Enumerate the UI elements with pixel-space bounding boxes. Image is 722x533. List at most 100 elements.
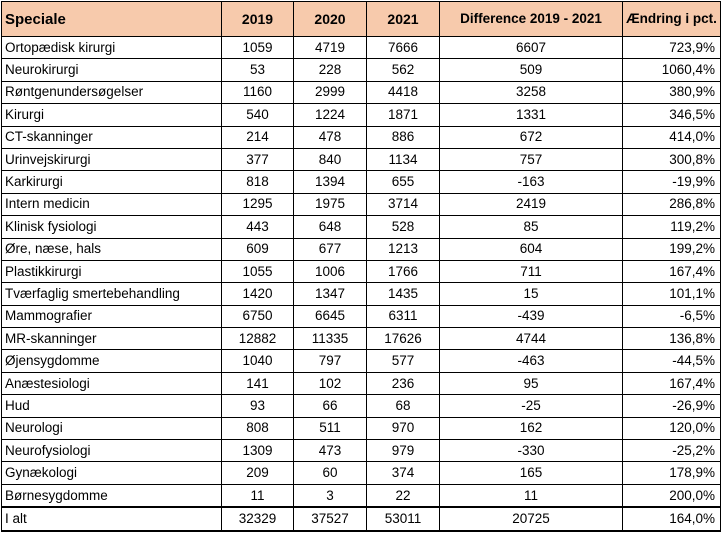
cell-change-pct: 380,9% <box>622 80 721 105</box>
cell-difference: 95 <box>439 371 623 396</box>
cell-2020: 840 <box>293 147 367 172</box>
cell-difference: -25 <box>439 394 623 418</box>
cell-change-pct: -25,2% <box>622 439 721 463</box>
cell-change-pct: 300,8% <box>622 147 721 172</box>
table-row: Mammografier 6750 6645 6311 -439 -6,5% <box>1 304 721 329</box>
cell-2021: 236 <box>366 371 440 396</box>
cell-speciale: Ortopædisk kirurgi <box>1 35 222 60</box>
cell-2021: 1871 <box>366 103 440 127</box>
table-row: Anæstesiologi 141 102 236 95 167,4% <box>1 371 721 396</box>
cell-difference: -163 <box>439 170 623 194</box>
table-row: Øre, næse, hals 609 677 1213 604 199,2% <box>1 237 721 261</box>
cell-2021: 655 <box>366 170 440 194</box>
cell-2020: 1006 <box>293 259 367 284</box>
cell-difference: 604 <box>439 237 623 261</box>
cell-speciale: CT-skanninger <box>1 125 222 149</box>
cell-2020: 478 <box>293 125 367 149</box>
cell-speciale: I alt <box>1 506 222 532</box>
cell-speciale: Anæstesiologi <box>1 371 222 396</box>
cell-2019: 443 <box>221 215 294 239</box>
table-row: Neurologi 808 511 970 162 120,0% <box>1 416 721 441</box>
cell-2020: 37527 <box>293 506 367 532</box>
cell-change-pct: 167,4% <box>622 259 721 284</box>
cell-difference: 15 <box>439 282 623 306</box>
cell-speciale: Neurokirurgi <box>1 58 222 82</box>
cell-2019: 1295 <box>221 192 294 217</box>
cell-change-pct: -19,9% <box>622 170 721 194</box>
cell-change-pct: 119,2% <box>622 215 721 239</box>
cell-speciale: MR-skanninger <box>1 327 222 351</box>
cell-2020: 511 <box>293 416 367 441</box>
cell-speciale: Kirurgi <box>1 103 222 127</box>
cell-2020: 1224 <box>293 103 367 127</box>
header-cell-speciale: Speciale <box>1 1 222 37</box>
cell-change-pct: 136,8% <box>622 327 721 351</box>
cell-speciale: Mammografier <box>1 304 222 329</box>
cell-2019: 12882 <box>221 327 294 351</box>
cell-2021: 7666 <box>366 35 440 60</box>
cell-2020: 473 <box>293 439 367 463</box>
cell-2019: 1309 <box>221 439 294 463</box>
cell-speciale: Karkirurgi <box>1 170 222 194</box>
cell-2019: 609 <box>221 237 294 261</box>
cell-speciale: Neurofysiologi <box>1 439 222 463</box>
cell-change-pct: 1060,4% <box>622 58 721 82</box>
cell-change-pct: 346,5% <box>622 103 721 127</box>
cell-2021: 528 <box>366 215 440 239</box>
table-row: Kirurgi 540 1224 1871 1331 346,5% <box>1 103 721 127</box>
cell-change-pct: -6,5% <box>622 304 721 329</box>
cell-change-pct: 120,0% <box>622 416 721 441</box>
cell-difference: 11 <box>439 483 623 508</box>
cell-2021: 22 <box>366 483 440 508</box>
cell-2020: 1347 <box>293 282 367 306</box>
cell-change-pct: 167,4% <box>622 371 721 396</box>
cell-2019: 141 <box>221 371 294 396</box>
cell-2020: 3 <box>293 483 367 508</box>
cell-2020: 60 <box>293 461 367 485</box>
cell-2020: 66 <box>293 394 367 418</box>
cell-difference: 672 <box>439 125 623 149</box>
cell-2020: 797 <box>293 349 367 373</box>
table-row: MR-skanninger 12882 11335 17626 4744 136,8% <box>1 327 721 351</box>
cell-speciale: Røntgenundersøgelser <box>1 80 222 105</box>
cell-speciale: Øre, næse, hals <box>1 237 222 261</box>
cell-2021: 3714 <box>366 192 440 217</box>
cell-difference: 3258 <box>439 80 623 105</box>
cell-2020: 228 <box>293 58 367 82</box>
cell-2019: 818 <box>221 170 294 194</box>
cell-2019: 209 <box>221 461 294 485</box>
total-row: I alt 32329 37527 53011 20725 164,0% <box>1 506 721 532</box>
table-row: Røntgenundersøgelser 1160 2999 4418 3258 380,… <box>1 80 721 105</box>
cell-2019: 53 <box>221 58 294 82</box>
table-row: Klinisk fysiologi 443 648 528 85 119,2% <box>1 215 721 239</box>
cell-2020: 1394 <box>293 170 367 194</box>
cell-2021: 17626 <box>366 327 440 351</box>
cell-2019: 1059 <box>221 35 294 60</box>
cell-change-pct: 200,0% <box>622 483 721 508</box>
cell-difference: 162 <box>439 416 623 441</box>
cell-change-pct: 199,2% <box>622 237 721 261</box>
cell-2020: 6645 <box>293 304 367 329</box>
cell-difference: 4744 <box>439 327 623 351</box>
cell-speciale: Klinisk fysiologi <box>1 215 222 239</box>
table-row: Neurokirurgi 53 228 562 509 1060,4% <box>1 58 721 82</box>
cell-2021: 562 <box>366 58 440 82</box>
table-row: CT-skanninger 214 478 886 672 414,0% <box>1 125 721 149</box>
cell-speciale: Plastikkirurgi <box>1 259 222 284</box>
cell-2019: 214 <box>221 125 294 149</box>
cell-difference: 757 <box>439 147 623 172</box>
header-cell-change-pct: Ændring i pct. <box>622 1 721 37</box>
cell-2019: 1040 <box>221 349 294 373</box>
cell-difference: 711 <box>439 259 623 284</box>
cell-difference: -463 <box>439 349 623 373</box>
cell-2019: 808 <box>221 416 294 441</box>
cell-speciale: Øjensygdomme <box>1 349 222 373</box>
header-row: Speciale 2019 2020 2021 Difference 2019 … <box>1 1 721 37</box>
cell-change-pct: 414,0% <box>622 125 721 149</box>
cell-change-pct: 178,9% <box>622 461 721 485</box>
table-row: Intern medicin 1295 1975 3714 2419 286,8% <box>1 192 721 217</box>
cell-difference: -439 <box>439 304 623 329</box>
cell-2020: 102 <box>293 371 367 396</box>
cell-2021: 886 <box>366 125 440 149</box>
